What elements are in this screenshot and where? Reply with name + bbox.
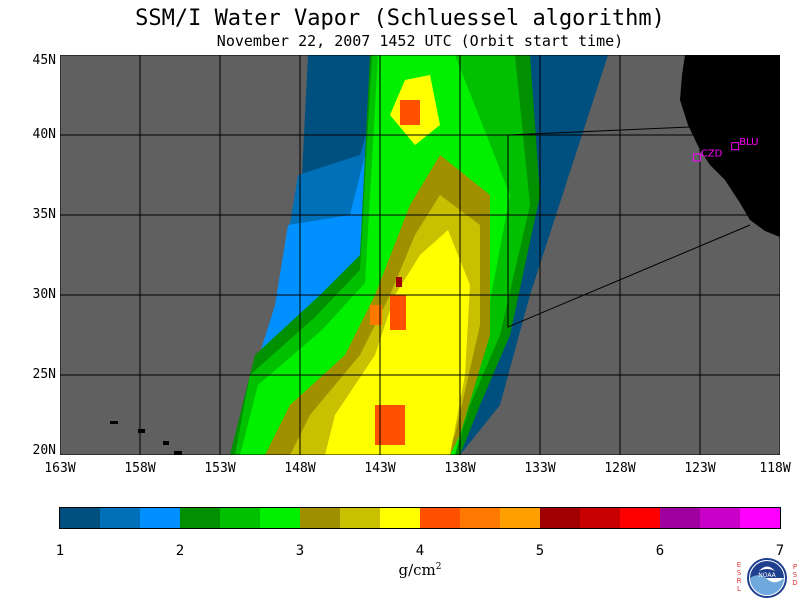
- lat-label-25n: 25N: [32, 367, 56, 382]
- swath-orange-patch-2: [390, 295, 406, 330]
- noaa-emblem-icon: NOAA: [747, 558, 787, 598]
- lat-label-45n: 45N: [32, 53, 56, 68]
- swath-orange-patch-1: [400, 100, 420, 125]
- colorbar-cell: [580, 508, 621, 528]
- lat-label-40n: 40N: [32, 127, 56, 142]
- hawaiian-islands: [110, 421, 182, 455]
- colorbar-cell: [460, 508, 501, 528]
- colorbar-cell: [60, 508, 101, 528]
- colorbar-tick-6: 6: [655, 543, 665, 559]
- lat-lon-grid: [60, 55, 780, 455]
- colorbar-tick-3: 3: [295, 543, 305, 559]
- colorbar-cell: [220, 508, 261, 528]
- lon-label-148w: 148W: [284, 461, 316, 476]
- swath-yellow: [325, 230, 470, 455]
- swath-orange-patch-4: [370, 305, 382, 325]
- svg-text:NOAA: NOAA: [758, 572, 776, 579]
- colorbar-cell: [500, 508, 541, 528]
- map-title: SSM/I Water Vapor (Schluessel algorithm): [135, 6, 665, 31]
- colorbar-cell: [620, 508, 661, 528]
- north-america-land: [680, 55, 780, 237]
- colorbar-tick-1: 1: [55, 543, 65, 559]
- colorbar-cell: [140, 508, 181, 528]
- lat-label-20n: 20N: [32, 443, 56, 458]
- colorbar-cell: [660, 508, 701, 528]
- satellite-swath: [230, 55, 608, 455]
- boundary-line: [507, 135, 751, 328]
- lon-label-118w: 118W: [759, 461, 791, 476]
- lon-label-158w: 158W: [124, 461, 156, 476]
- colorbar-cell: [340, 508, 381, 528]
- swath-dark-red-patch: [396, 277, 402, 287]
- colorbar-tick-2: 2: [175, 543, 185, 559]
- colorbar-cell: [420, 508, 461, 528]
- station-marker-czd: [692, 153, 701, 162]
- colorbar-cell: [380, 508, 421, 528]
- lon-label-123w: 123W: [684, 461, 716, 476]
- lat-label-35n: 35N: [32, 207, 56, 222]
- lon-label-133w: 133W: [524, 461, 556, 476]
- lon-label-128w: 128W: [604, 461, 636, 476]
- lon-label-143w: 143W: [364, 461, 396, 476]
- colorbar-cell: [300, 508, 341, 528]
- colorbar-cell: [700, 508, 741, 528]
- station-label-czd: CZD: [701, 148, 723, 159]
- colorbar-tick-5: 5: [535, 543, 545, 559]
- colorbar-cell: [540, 508, 581, 528]
- lon-label-163w: 163W: [44, 461, 76, 476]
- map-subtitle: November 22, 2007 1452 UTC (Orbit start …: [216, 32, 624, 50]
- station-markers: CZD BLU: [692, 137, 758, 162]
- station-label-blu: BLU: [739, 137, 758, 148]
- colorbar-cell: [180, 508, 221, 528]
- lon-label-138w: 138W: [444, 461, 476, 476]
- water-vapor-map: CZD BLU: [60, 55, 780, 455]
- lon-label-153w: 153W: [204, 461, 236, 476]
- colorbar-cell: [260, 508, 301, 528]
- station-marker-blu: [731, 142, 740, 151]
- colorbar-units: g/cm2: [398, 561, 442, 579]
- colorbar-tick-7: 7: [775, 543, 785, 559]
- lat-label-30n: 30N: [32, 287, 56, 302]
- colorbar-cell: [740, 508, 781, 528]
- colorbar: [59, 507, 781, 529]
- boundary-line-north: [507, 126, 691, 136]
- colorbar-cell: [100, 508, 141, 528]
- colorbar-tick-4: 4: [415, 543, 425, 559]
